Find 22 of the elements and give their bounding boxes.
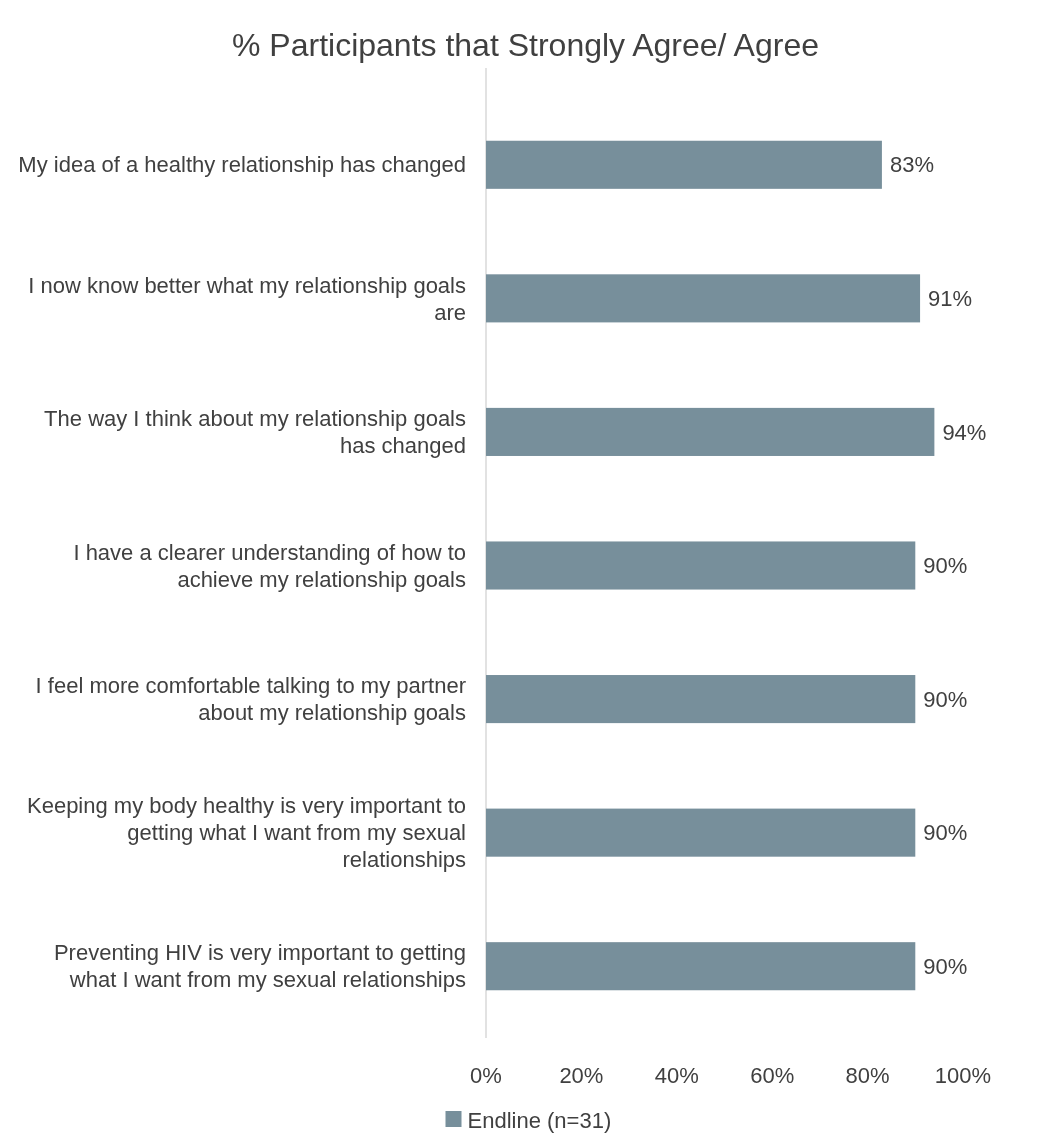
data-label: 83% xyxy=(889,152,934,178)
data-label: 90% xyxy=(923,820,968,846)
y-tick-label: I now know better what my relationship goals are xyxy=(28,272,466,325)
data-label: 94% xyxy=(942,419,987,445)
x-tick-label: 0% xyxy=(470,1063,502,1088)
y-tick-label: My idea of a healthy relationship has changed xyxy=(18,152,466,178)
x-tick-label: 20% xyxy=(559,1063,604,1088)
data-label: 90% xyxy=(923,686,968,712)
y-tick-label: The way I think about my relationship goals has changed xyxy=(44,406,466,459)
data-label: 90% xyxy=(923,953,968,979)
y-tick-label: I have a clearer understanding of how to achieve my relationship goals xyxy=(73,539,466,592)
y-tick-label: Keeping my body healthy is very important to getting what I want from my sexual relationships xyxy=(26,793,466,873)
legend-label: Endline (n=31) xyxy=(467,1107,612,1133)
data-label: 91% xyxy=(928,286,973,312)
chart-title: % Participants that Strongly Agree/ Agree xyxy=(232,27,819,63)
y-tick-label: Preventing HIV is very important to getting what I want from my sexual relationships xyxy=(53,940,466,993)
x-tick-label: 100% xyxy=(934,1063,992,1088)
x-tick-label: 40% xyxy=(654,1063,699,1088)
x-tick-label: 60% xyxy=(750,1063,795,1088)
x-tick-label: 80% xyxy=(845,1063,890,1088)
data-label: 90% xyxy=(923,553,968,579)
y-tick-label: I feel more comfortable talking to my partner about my relationship goals xyxy=(35,673,466,726)
